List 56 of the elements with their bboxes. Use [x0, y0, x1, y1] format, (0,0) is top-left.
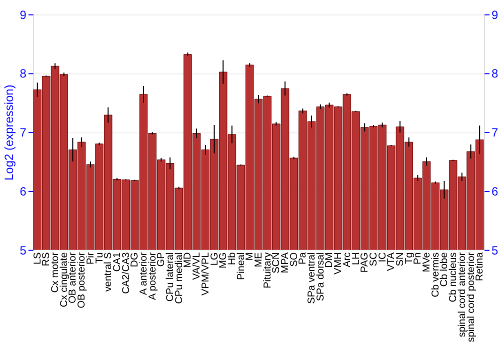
x-tick-label: SPa dorsal: [315, 252, 326, 302]
x-tick-label: MVe: [422, 252, 433, 272]
x-tick-label: PAG: [360, 252, 371, 273]
x-tick-label: Cx cingulate: [58, 252, 70, 308]
x-tick-label: spinal cord anterior: [456, 252, 468, 338]
x-tick-label: SC: [368, 252, 380, 266]
x-tick-label: Pn: [412, 252, 424, 265]
x-tick-label: MPA: [280, 252, 292, 274]
x-tick-label: DM: [324, 252, 336, 268]
x-tick-label: LH: [350, 252, 362, 266]
y2-tick-label: 9: [492, 8, 499, 22]
x-tick-label: GP: [156, 252, 168, 267]
x-tick-label: SO: [288, 252, 300, 267]
y2-tick-label: 6: [492, 184, 499, 198]
x-tick-label: RS: [41, 252, 52, 266]
y-tick-label: 8: [20, 66, 27, 81]
x-tick-label: SCN: [271, 252, 282, 274]
x-tick-label: Pa: [298, 252, 309, 265]
x-tick-label: Pir: [85, 252, 96, 265]
x-tick-label: ventral S: [103, 252, 114, 292]
x-tick-label: LS: [32, 252, 44, 265]
x-tick-label: Cb vermis: [430, 252, 442, 298]
y2-tick-label: 5: [492, 243, 499, 258]
x-tick-label: OB anterior: [68, 252, 79, 304]
y-axis-title: Log2 (expression): [2, 84, 16, 180]
x-tick-label: IC: [377, 252, 388, 262]
x-tick-label: DG: [130, 252, 141, 268]
x-tick-label: Tg: [404, 252, 415, 264]
x-tick-label: Hb: [226, 252, 238, 266]
x-tick-label: M: [244, 252, 256, 261]
x-tick-label: CA2/CA3: [120, 252, 132, 294]
x-tick-label: LG: [209, 252, 220, 266]
x-tick-label: Arc: [342, 252, 353, 268]
x-tick-label: OB posterior: [76, 252, 88, 308]
y-tick-label: 7: [20, 126, 27, 140]
x-tick-label: ME: [253, 252, 264, 268]
y2-tick-label: 7: [492, 126, 499, 140]
x-tick-label: CA1: [112, 252, 123, 272]
x-tick-label: VTA: [386, 252, 398, 271]
x-tick-label: Pituitary: [262, 252, 274, 288]
y-tick-label: 9: [20, 8, 27, 22]
x-tick-label: Pineal: [236, 252, 247, 280]
y2-tick-label: 8: [492, 66, 499, 81]
x-tick-label: A posterior: [147, 252, 158, 300]
x-tick-label: A anterior: [138, 252, 150, 296]
x-tick-label: CPu medial: [174, 252, 185, 304]
y-tick-label: 5: [20, 243, 27, 258]
y-tick-label: 6: [20, 184, 27, 198]
x-tick-label: Cb nucleus: [448, 252, 460, 302]
x-tick-label: Cb lobe: [439, 252, 450, 287]
x-tick-label: VMH: [333, 252, 344, 274]
x-tick-label: SN: [395, 252, 406, 266]
x-tick-label: spinal cord posterior: [466, 252, 477, 342]
x-tick-label: Tu: [94, 252, 106, 264]
x-tick-label: VPM/VPL: [200, 252, 212, 296]
x-tick-label: Retina: [474, 252, 486, 282]
